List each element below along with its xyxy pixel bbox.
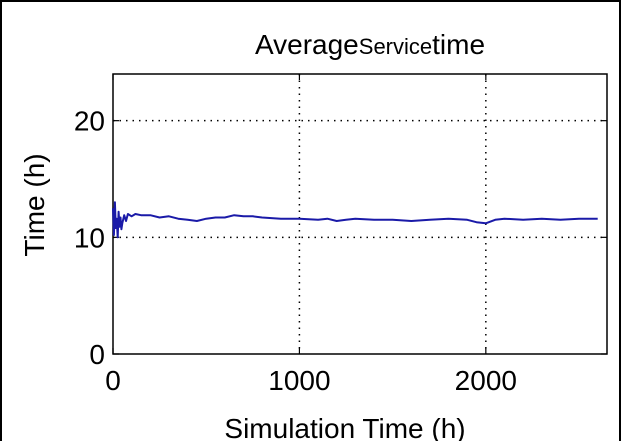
- y-tick-label: 0: [89, 339, 105, 370]
- y-tick-label: 10: [74, 222, 105, 253]
- y-tick-label: 20: [74, 106, 105, 137]
- y-tick-labels: 0 10 20: [74, 106, 105, 370]
- title-end: time: [432, 29, 485, 60]
- grid: [113, 74, 607, 354]
- title-small: Service: [359, 34, 432, 59]
- title-main: Average: [255, 29, 359, 60]
- series-line: [112, 201, 598, 239]
- plot-area: [112, 73, 608, 355]
- series-group: [112, 201, 598, 239]
- x-tick-labels: 0 1000 2000: [105, 365, 517, 396]
- x-tick-label: 1000: [268, 365, 330, 396]
- x-axis-label: Simulation Time (h): [224, 413, 465, 441]
- chart-title: AverageServicetime: [255, 29, 485, 60]
- x-tick-label: 0: [105, 365, 121, 396]
- y-axis-label: Time (h): [19, 153, 50, 256]
- x-tick-label: 2000: [455, 365, 517, 396]
